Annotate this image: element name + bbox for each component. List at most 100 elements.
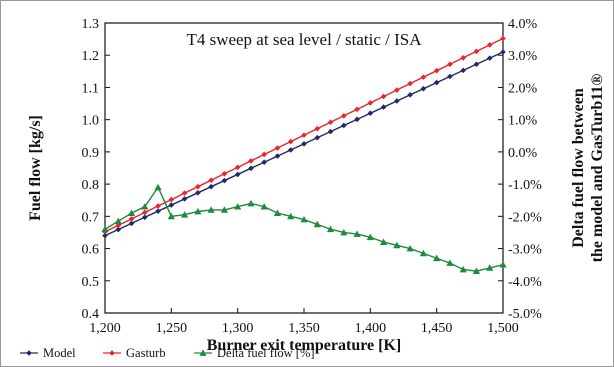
model-point — [287, 147, 294, 153]
x-tick-label: 1,450 — [421, 321, 453, 336]
legend: Model Gasturb Delta fuel flow [%] — [20, 346, 315, 360]
gasturb-point — [248, 158, 254, 164]
y2-tick-label: -2.0% — [508, 210, 542, 225]
model-point — [394, 98, 400, 104]
delta-fuel-flow-point — [393, 241, 401, 249]
model-point — [500, 49, 506, 55]
delta-fuel-flow-point — [141, 203, 149, 210]
delta-fuel-flow-point — [459, 265, 467, 273]
model-point — [367, 110, 374, 117]
delta-fuel-flow-point — [207, 206, 215, 213]
model-point — [486, 55, 493, 61]
gasturb-point — [460, 55, 466, 61]
gasturb-point — [221, 171, 228, 177]
y-axis-ticks: 0.4 0.5 0.6 0.7 0.8 0.9 1.0 1.1 1.2 1.3 — [82, 17, 110, 322]
gasturb-point — [367, 100, 374, 106]
y-tick-label: 1.3 — [82, 17, 100, 32]
x-tick-label: 1,300 — [222, 321, 254, 336]
delta-fuel-flow-point — [326, 225, 335, 233]
model-point — [208, 183, 214, 190]
gasturb-point — [208, 177, 214, 184]
gasturb-point — [274, 145, 281, 151]
y2-tick-label: -5.0% — [508, 307, 542, 322]
gasturb-point — [500, 35, 506, 42]
y2-tick-label: -1.0% — [508, 178, 542, 193]
y-tick-label: 0.6 — [82, 243, 100, 258]
model-point — [341, 122, 347, 129]
gasturb-point — [407, 80, 413, 87]
gasturb-point — [314, 125, 321, 132]
y-tick-label: 0.8 — [82, 178, 100, 193]
y2-tick-label: -3.0% — [508, 243, 542, 258]
model-point — [420, 85, 427, 92]
x-axis-ticks: 1,200 1,250 1,300 1,350 1,400 1,450 1,500 — [89, 308, 519, 336]
legend-label: Delta fuel flow [%] — [217, 346, 315, 360]
delta-fuel-flow-point — [472, 267, 481, 274]
model-point — [102, 232, 108, 239]
delta-fuel-flow-point — [366, 233, 374, 241]
delta-fuel-flow-point — [446, 259, 454, 266]
gasturb-point — [341, 113, 347, 119]
model-point — [380, 104, 387, 110]
gasturb-point — [261, 151, 267, 158]
gasturb-point — [486, 42, 493, 48]
y-tick-label: 0.9 — [82, 146, 100, 161]
y2-tick-label: 1.0% — [508, 114, 538, 129]
model-point — [221, 177, 228, 184]
delta-fuel-flow-point — [114, 217, 122, 225]
x-tick-label: 1,400 — [355, 321, 387, 336]
delta-fuel-flow-point — [167, 212, 175, 220]
y-tick-label: 0.7 — [82, 210, 100, 225]
model-point — [195, 190, 201, 196]
model-point — [128, 220, 135, 227]
gasturb-point — [354, 106, 360, 113]
series-gasturb — [102, 35, 506, 235]
model-point — [473, 61, 480, 68]
gasturb-point — [301, 132, 307, 138]
y2-axis-title-line1: Delta fuel flow between — [570, 88, 587, 248]
model-point — [301, 141, 307, 147]
y2-tick-label: 2.0% — [508, 81, 538, 96]
legend-item-gasturb: Gasturb — [103, 346, 166, 360]
y-tick-label: 1.0 — [82, 114, 100, 129]
delta-fuel-flow-point — [194, 207, 202, 215]
x-tick-label: 1,200 — [89, 321, 121, 336]
model-point — [354, 116, 360, 123]
model-point — [261, 159, 267, 165]
y2-tick-label: 3.0% — [508, 49, 538, 64]
gasturb-point — [433, 67, 440, 74]
delta-fuel-flow-point — [313, 220, 321, 228]
y-tick-label: 1.2 — [82, 49, 100, 64]
model-point — [142, 214, 148, 221]
legend-swatch-point — [109, 350, 115, 356]
x-tick-label: 1,350 — [288, 321, 320, 336]
model-point — [155, 208, 161, 214]
delta-fuel-flow-point — [340, 228, 348, 236]
gasturb-point — [394, 87, 400, 93]
delta-fuel-flow-point — [181, 211, 189, 218]
delta-fuel-flow-point — [406, 244, 414, 252]
delta-fuel-flow-point — [380, 238, 388, 245]
gasturb-point — [195, 183, 201, 190]
y2-tick-label: 4.0% — [508, 17, 538, 32]
model-point — [314, 134, 321, 141]
series-layer — [101, 35, 507, 274]
legend-swatch-point — [26, 350, 32, 356]
gasturb-point — [115, 222, 122, 229]
gasturb-point — [473, 48, 480, 55]
chart-title: T4 sweep at sea level / static / ISA — [186, 30, 422, 49]
delta-fuel-flow-point — [247, 199, 255, 207]
model-point — [248, 165, 254, 172]
series-delta-fuel-flow — [101, 183, 507, 274]
gasturb-point — [181, 190, 188, 196]
model-point — [181, 196, 188, 202]
model-point — [274, 153, 281, 159]
y-tick-label: 0.5 — [82, 275, 100, 290]
model-point — [460, 67, 466, 74]
gasturb-point — [420, 74, 427, 80]
delta-fuel-flow-point — [260, 203, 268, 210]
model-point — [447, 73, 453, 80]
delta-fuel-flow-point — [234, 203, 242, 210]
